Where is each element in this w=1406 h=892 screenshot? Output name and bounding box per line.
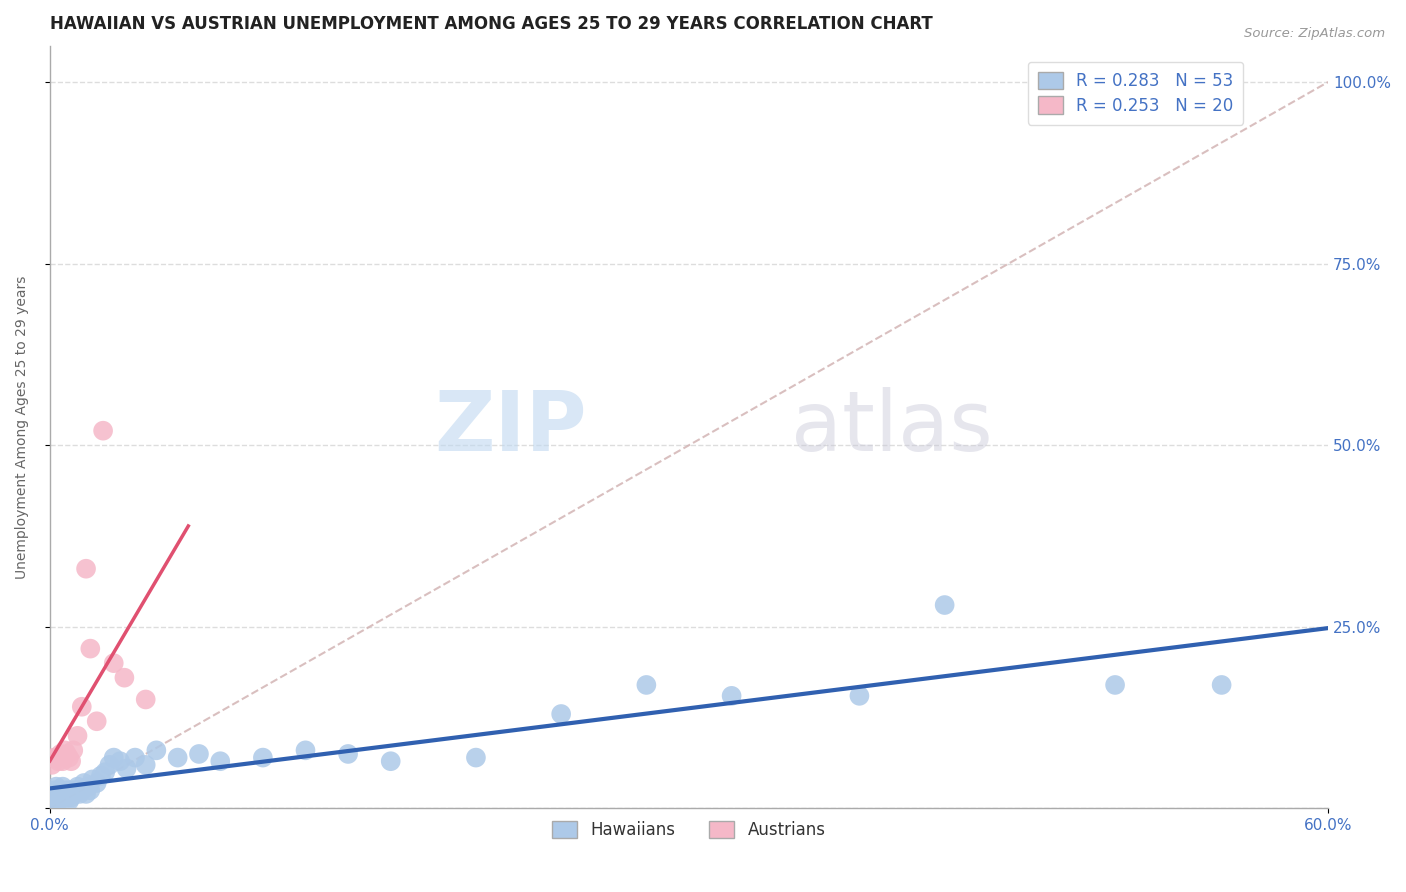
Point (60, 754, 83, 768)
Point (69, 787, 91, 801)
Point (56, 790, 79, 805)
Point (145, 743, 167, 757)
Point (115, 762, 138, 776)
Point (91, 424, 114, 438)
Point (52, 787, 75, 801)
Point (112, 671, 135, 685)
Point (124, 750, 146, 764)
Point (66, 729, 89, 743)
Text: Source: ZipAtlas.com: Source: ZipAtlas.com (1244, 27, 1385, 40)
Point (56, 783, 79, 797)
Text: HAWAIIAN VS AUSTRIAN UNEMPLOYMENT AMONG AGES 25 TO 29 YEARS CORRELATION CHART: HAWAIIAN VS AUSTRIAN UNEMPLOYMENT AMONG … (49, 15, 932, 33)
Point (103, 656, 125, 670)
Point (41, 787, 63, 801)
Point (62, 787, 84, 801)
Point (86, 714, 108, 729)
Point (60, 790, 83, 805)
Point (41, 757, 63, 772)
Point (103, 750, 125, 764)
Point (90, 769, 112, 783)
Point (636, 678, 658, 692)
Point (79, 783, 101, 797)
Point (58, 787, 80, 801)
Point (60, 783, 83, 797)
Point (65, 783, 87, 797)
Point (70, 699, 93, 714)
Point (52, 780, 75, 794)
Point (337, 747, 360, 761)
Point (380, 754, 402, 768)
Point (49, 790, 72, 805)
Point (77, 780, 100, 794)
Point (86, 776, 108, 790)
Point (53, 743, 76, 757)
Point (56, 747, 79, 761)
Point (166, 750, 188, 764)
Point (45, 750, 67, 764)
Point (49, 747, 72, 761)
Point (48, 794, 70, 808)
Point (66, 780, 89, 794)
Point (209, 754, 232, 768)
Point (49, 783, 72, 797)
Point (48, 787, 70, 801)
Point (135, 692, 157, 706)
Point (58, 794, 80, 808)
Text: ZIP: ZIP (434, 386, 586, 467)
Point (58, 750, 80, 764)
Point (252, 750, 274, 764)
Legend: Hawaiians, Austrians: Hawaiians, Austrians (546, 814, 832, 846)
Point (75, 787, 97, 801)
Point (42, 783, 65, 797)
Text: atlas: atlas (792, 386, 993, 467)
Point (75, 562, 97, 576)
Point (62, 743, 84, 757)
Point (42, 750, 65, 764)
Point (45, 780, 67, 794)
Point (934, 598, 956, 612)
Point (42, 794, 65, 808)
Point (73, 776, 96, 790)
Point (70, 783, 93, 797)
Point (82, 772, 104, 787)
Point (53, 787, 76, 801)
Point (848, 689, 870, 703)
Point (52, 754, 75, 768)
Point (465, 750, 488, 764)
Point (720, 689, 742, 703)
Point (1211, 678, 1233, 692)
Point (48, 754, 70, 768)
Y-axis label: Unemployment Among Ages 25 to 29 years: Unemployment Among Ages 25 to 29 years (15, 276, 30, 579)
Point (550, 706, 572, 721)
Point (79, 641, 101, 656)
Point (294, 743, 316, 757)
Point (94, 765, 117, 780)
Point (135, 757, 157, 772)
Point (45, 790, 67, 805)
Point (98, 757, 121, 772)
Point (108, 754, 131, 768)
Point (188, 747, 211, 761)
Point (1104, 678, 1126, 692)
